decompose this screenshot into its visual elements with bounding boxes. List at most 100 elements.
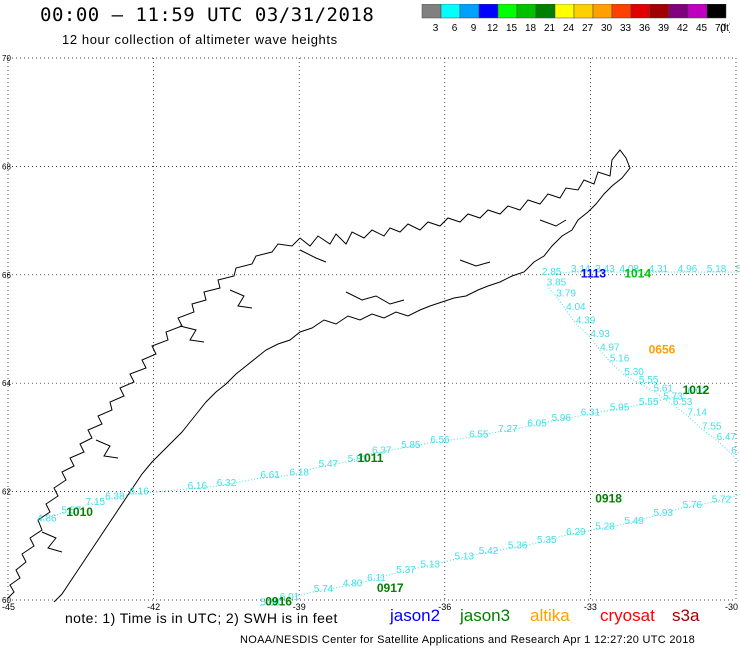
credit-line: NOAA/NESDIS Center for Satellite Applica…	[240, 634, 696, 646]
wave-height-value: 5.76	[683, 500, 703, 511]
pass-time-label: 0918	[595, 491, 622, 505]
legend-label: 12	[487, 23, 499, 34]
track-diagonal: 3.853.794.044.394.934.975.165.305.555.61…	[546, 278, 740, 463]
lon-label: -45	[2, 602, 15, 612]
wave-height-value: 7.27	[498, 424, 518, 435]
legend-label: 39	[658, 23, 670, 34]
lat-label: 66	[2, 271, 11, 280]
wave-height-value: 5.93	[653, 508, 673, 519]
wave-height-value: 7.15	[86, 497, 106, 508]
wave-height-value: 6.16	[188, 481, 208, 492]
fjord-detail	[41, 219, 567, 553]
legend-label: 3	[433, 23, 439, 34]
pass-time-label: 1014	[624, 267, 651, 281]
track-line	[260, 494, 740, 606]
wave-height-value: 3.14	[571, 264, 591, 275]
wave-height-value: 5.18	[707, 264, 727, 275]
wave-height-value: 5.35	[537, 535, 557, 546]
wave-height-value: 6.27	[731, 446, 740, 457]
wave-height-value: 4.97	[600, 343, 620, 354]
legend-label: 27	[582, 23, 594, 34]
satellite-s3a: s3a	[672, 606, 700, 625]
wave-height-value: 5.13	[421, 559, 441, 570]
wave-height-value: 6.11	[367, 573, 386, 584]
legend-swatch	[706, 4, 727, 19]
satellite-cryosat: cryosat	[600, 606, 655, 625]
legend-label: 6	[452, 23, 458, 34]
wave-height-value: 5.73	[663, 391, 683, 402]
wave-height-value: 5.68	[260, 597, 280, 608]
pass-time-label: 1113	[581, 267, 607, 281]
wave-height-value: 5.85	[401, 440, 421, 451]
greenland-coastline	[7, 149, 631, 603]
wave-height-value: 4.08	[620, 264, 640, 275]
track-line	[546, 285, 740, 463]
legend-label: 70	[715, 23, 727, 34]
lon-label: -30	[725, 602, 738, 612]
wave-height-value: 5.26	[736, 264, 740, 275]
satellite-jason3: jason3	[460, 606, 511, 625]
lat-label: 60	[2, 596, 11, 605]
wave-height-value: 6.01	[280, 592, 300, 603]
lat-label: 68	[2, 162, 11, 171]
legend-label: 15	[506, 23, 518, 34]
wave-height-value: 4.80	[343, 578, 363, 589]
wave-height-value: 5.36	[508, 541, 528, 552]
satellite-jason2: jason2	[390, 606, 441, 625]
wave-height-value: 5.81	[348, 454, 368, 465]
track-line	[36, 393, 688, 522]
wave-height-value: 5.96	[552, 413, 572, 424]
axis-labels: 70 68 66 64 62 60-45 -42 -39 -36 -33 -30	[2, 54, 738, 612]
wave-height-value: 6.56	[430, 435, 450, 446]
legend-label: 18	[525, 23, 537, 34]
lon-label: -36	[438, 602, 451, 612]
legend-label: 42	[677, 23, 689, 34]
wave-height-value: 5.74	[314, 584, 334, 595]
wave-height-value: 3.79	[556, 288, 576, 299]
lon-label: -39	[293, 602, 306, 612]
wave-height-value: 2.85	[542, 267, 562, 278]
wave-height-value: 6.32	[217, 478, 237, 489]
legend-label: 30	[601, 23, 613, 34]
lon-label: -33	[584, 602, 597, 612]
lat-lon-grid	[7, 57, 737, 601]
track-1010-1011: 4.86 5.57 7.15 6.38 6.16 6.16 6.32 6.61 6.18 5.47…	[36, 386, 707, 524]
wave-height-value: 4.86	[37, 513, 57, 524]
wave-height-value: 6.38	[105, 492, 125, 503]
lon-label: -42	[147, 602, 160, 612]
legend-label: 24	[563, 23, 575, 34]
page-subtitle: 12 hour collection of altimeter wave hei…	[62, 32, 338, 47]
wave-height-value: 6.29	[566, 527, 586, 538]
pass-time-label: 1011	[357, 451, 383, 465]
wave-height-value: 6.47	[717, 432, 737, 443]
legend-label: 21	[544, 23, 556, 34]
legend-label: 36	[639, 23, 651, 34]
wave-height-value: 6.55	[469, 429, 489, 440]
wave-height-value: 5.16	[610, 354, 630, 365]
wave-height-value: 5.49	[624, 516, 644, 527]
wave-height-value: 5.72	[712, 494, 732, 505]
wave-height-value: 3.43	[595, 264, 615, 275]
track-0916-0918: 5.68 6.01 5.74 4.80 6.11 5.37 5.13 5.13 5.42 5.36…	[260, 494, 740, 608]
wave-height-value: 5.95	[610, 402, 630, 413]
altimeter-tracks: 4.86 5.57 7.15 6.38 6.16 6.16 6.32 6.61 6.18 5.47…	[36, 264, 740, 608]
wave-height-value: 6.05	[527, 419, 547, 430]
legend-unit: (ft)	[720, 23, 730, 34]
pass-time-label: 1012	[683, 383, 710, 397]
lat-label: 70	[2, 54, 11, 63]
lat-label: 64	[2, 379, 11, 388]
wave-height-value: 6.31	[581, 408, 601, 419]
lat-label: 62	[2, 488, 11, 497]
wave-height-value: 5.30	[624, 367, 644, 378]
page-title: 00:00 – 11:59 UTC 03/31/2018	[40, 4, 375, 26]
wave-height-value: 6.53	[673, 397, 693, 408]
wave-height-value: 5.37	[396, 565, 416, 576]
pass-time-label: 0917	[377, 581, 404, 595]
wave-height-value: 6.18	[289, 467, 309, 478]
wave-height-value: 5.47	[319, 459, 339, 470]
wave-height-value: 4.31	[649, 264, 669, 275]
wave-height-value: 3.85	[547, 278, 567, 289]
wave-height-value: 6.37	[372, 446, 392, 457]
